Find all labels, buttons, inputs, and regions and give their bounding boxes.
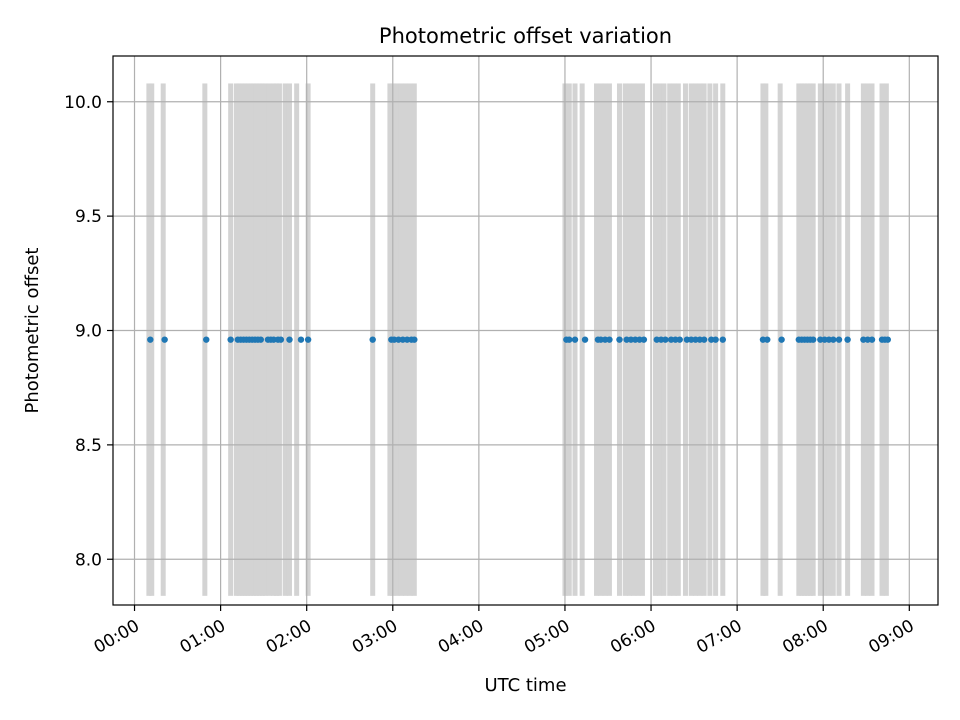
x-tick-label: 09:00 — [865, 616, 917, 658]
data-point — [616, 336, 623, 343]
data-point — [868, 336, 876, 343]
data-point — [257, 336, 264, 343]
y-axis-label: Photometric offset — [22, 248, 43, 414]
data-point — [161, 336, 168, 343]
highlight-bar — [294, 83, 300, 596]
y-tick-label: 8.5 — [75, 436, 102, 456]
x-tick-label: 06:00 — [607, 616, 659, 658]
y-tick-label: 9.5 — [75, 207, 102, 227]
data-point — [700, 336, 708, 343]
x-tick-label: 04:00 — [435, 616, 487, 658]
data-point — [835, 336, 843, 343]
x-tick-label: 03:00 — [349, 616, 401, 658]
y-tick-label: 9.0 — [75, 322, 102, 342]
data-point — [844, 336, 851, 343]
x-tick-label: 08:00 — [779, 616, 831, 658]
data-point — [203, 336, 210, 343]
data-point — [676, 336, 683, 343]
x-tick-label: 05:00 — [521, 616, 573, 658]
data-point — [719, 336, 726, 343]
data-point — [227, 336, 234, 343]
data-point — [764, 336, 771, 343]
data-point — [778, 336, 785, 343]
data-point — [809, 336, 817, 343]
data-point — [571, 336, 579, 343]
data-point — [369, 336, 376, 343]
x-tick-label: 01:00 — [177, 616, 229, 658]
data-point — [566, 336, 573, 343]
data-point — [304, 336, 312, 343]
data-points — [147, 336, 891, 343]
chart-title: Photometric offset variation — [379, 24, 672, 48]
data-point — [581, 336, 589, 343]
data-point — [606, 336, 613, 343]
highlight-bar — [282, 83, 288, 596]
data-point — [640, 336, 648, 343]
plot-frame — [112, 55, 939, 606]
data-point — [277, 336, 285, 343]
grid — [113, 56, 938, 605]
y-tick-label: 10.0 — [64, 93, 102, 113]
data-point — [830, 336, 837, 343]
data-point — [286, 336, 293, 343]
x-tick-label: 00:00 — [91, 616, 143, 658]
x-tick-label: 07:00 — [693, 616, 745, 658]
axis-ticks: 00:00 01:00 02:00 03:00 04:00 05:00 06:00 07:00… — [64, 93, 918, 658]
data-point — [411, 336, 418, 343]
data-point — [884, 336, 891, 343]
x-tick-label: 02:00 — [263, 616, 315, 658]
x-axis-label: UTC time — [484, 675, 566, 696]
data-point — [147, 336, 154, 343]
data-point — [662, 336, 669, 343]
data-point — [712, 336, 719, 343]
data-point — [297, 336, 305, 343]
y-tick-label: 8.0 — [75, 550, 102, 570]
